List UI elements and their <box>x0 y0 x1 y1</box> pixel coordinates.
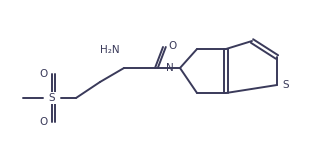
Text: S: S <box>282 80 289 90</box>
Text: O: O <box>40 69 48 79</box>
Text: O: O <box>168 41 176 51</box>
Text: S: S <box>49 93 55 103</box>
Text: H₂N: H₂N <box>100 45 120 55</box>
Text: O: O <box>40 117 48 127</box>
Text: N: N <box>166 63 174 73</box>
